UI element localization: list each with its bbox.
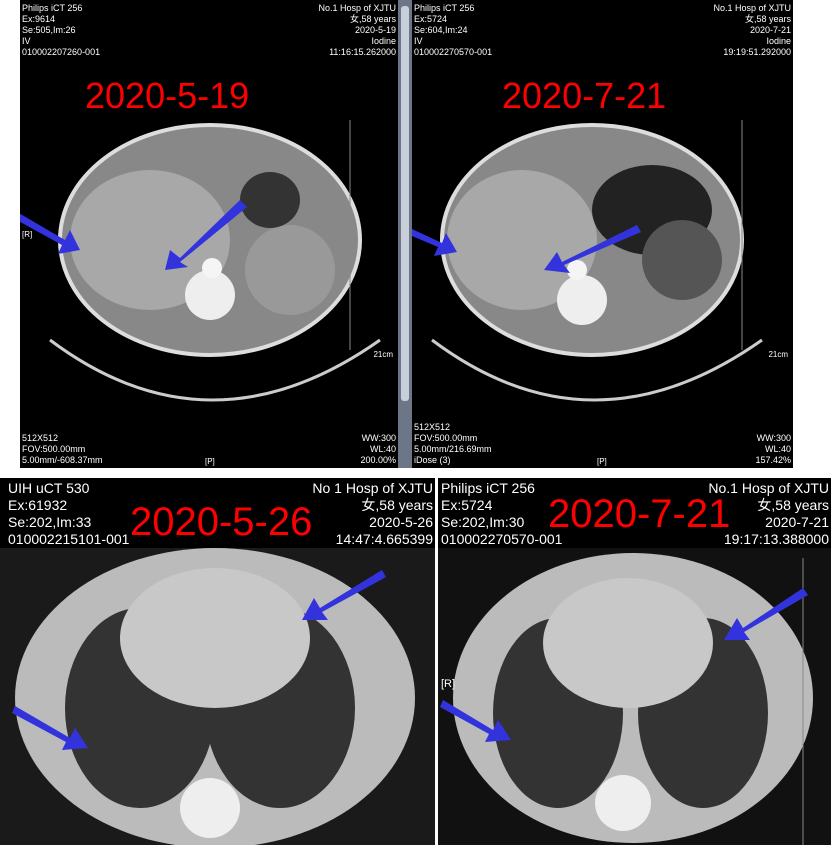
fov: FOV:500.00mm	[414, 433, 478, 443]
study-date: 2020-7-21	[749, 25, 791, 35]
contrast-agent: Iodine	[766, 36, 791, 46]
zoom-level: 200.00%	[360, 455, 396, 465]
date-label: 2020-7-21	[502, 75, 667, 116]
ct-abdomen-image	[412, 120, 763, 402]
orientation-p: [P]	[597, 457, 607, 466]
ct-panel-chest-2020-5-26: UIH uCT 530 Ex:61932 Se:202,Im:33 010002215…	[0, 478, 435, 845]
reconstruction: iDose (3)	[414, 455, 451, 465]
exam-number: Ex:5724	[441, 497, 493, 513]
window-width: WW:300	[756, 433, 791, 443]
study-date: 2020-7-21	[765, 514, 829, 530]
study-time: 14:47:4.665399	[335, 531, 433, 547]
arrow-icon	[165, 200, 247, 270]
exam-number: Ex:5724	[414, 14, 448, 24]
patient-info: 女,58 years	[744, 14, 791, 24]
ct-panel-abdomen-2020-5-19: Philips iCT 256 Ex:9614 Se:505,Im:26 IV 0100…	[20, 0, 398, 468]
slice-info: 5.00mm/-608.37mm	[22, 455, 103, 465]
series-image: Se:202,Im:30	[441, 514, 525, 530]
window-level: WL:40	[764, 444, 791, 454]
zoom-level: 157.42%	[755, 455, 791, 465]
viewer-scrollbar[interactable]	[398, 0, 412, 468]
scanner-model: Philips iCT 256	[441, 480, 535, 496]
hospital: No 1 Hosp of XJTU	[312, 480, 433, 496]
hospital: No.1 Hosp of XJTU	[708, 480, 829, 496]
scanner-model: UIH uCT 530	[8, 480, 90, 496]
date-label: 2020-5-19	[85, 75, 250, 116]
study-date: 2020-5-19	[354, 25, 396, 35]
window-width: WW:300	[361, 433, 396, 443]
ct-panel-abdomen-2020-7-21: Philips iCT 256 Ex:5724 Se:604,Im:24 IV 0100…	[412, 0, 793, 468]
arrow-icon	[440, 700, 511, 742]
patient-id: 010002207260-001	[22, 47, 101, 57]
contrast-route: IV	[414, 36, 423, 46]
fov: FOV:500.00mm	[22, 444, 86, 454]
contrast-route: IV	[22, 36, 31, 46]
study-date: 2020-5-26	[369, 514, 433, 530]
series-image: Se:604,Im:24	[414, 25, 468, 35]
arrow-icon	[12, 706, 88, 750]
ct-chest-image	[0, 478, 435, 845]
date-label: 2020-7-21	[548, 492, 731, 536]
orientation-r: [R]	[441, 678, 456, 690]
study-time: 19:17:13.388000	[723, 531, 829, 547]
patient-info: 女,58 years	[757, 497, 829, 513]
hospital: No.1 Hosp of XJTU	[318, 3, 396, 13]
study-time: 19:19:51.292000	[723, 47, 791, 57]
exam-number: Ex:61932	[8, 497, 68, 513]
arrow-icon	[544, 225, 641, 273]
matrix: 512X512	[22, 433, 59, 443]
arrow-icon	[724, 588, 808, 640]
patient-id: 010002215101-001	[8, 531, 130, 547]
arrow-icon	[302, 570, 386, 620]
scanner-model: Philips iCT 256	[414, 3, 475, 13]
orientation-p: [P]	[205, 457, 215, 466]
exam-number: Ex:9614	[22, 14, 56, 24]
scale-label: 21cm	[373, 350, 393, 359]
patient-id: 010002270570-001	[441, 531, 563, 547]
scale-label: 21cm	[768, 350, 788, 359]
arrow-icon	[20, 213, 80, 254]
series-image: Se:505,Im:26	[22, 25, 76, 35]
orientation-r: [R]	[22, 230, 33, 239]
series-image: Se:202,Im:33	[8, 514, 92, 530]
date-label: 2020-5-26	[130, 500, 313, 544]
study-time: 11:16:15.262000	[329, 47, 396, 57]
hospital: No.1 Hosp of XJTU	[713, 3, 791, 13]
ct-chest-image	[438, 478, 831, 845]
patient-id: 010002270570-001	[414, 47, 493, 57]
matrix: 512X512	[414, 422, 451, 432]
arrow-icon	[412, 229, 457, 256]
contrast-agent: Iodine	[371, 36, 396, 46]
window-level: WL:40	[369, 444, 396, 454]
scanner-model: Philips iCT 256	[22, 3, 83, 13]
slice-info: 5.00mm/216.69mm	[414, 444, 492, 454]
ct-abdomen-image	[20, 120, 381, 402]
ct-panel-chest-2020-7-21: Philips iCT 256 Ex:5724 Se:202,Im:30 010002…	[438, 478, 831, 845]
scrollbar-thumb[interactable]	[401, 6, 409, 401]
patient-info: 女,58 years	[361, 497, 433, 513]
patient-info: 女,58 years	[349, 14, 396, 24]
